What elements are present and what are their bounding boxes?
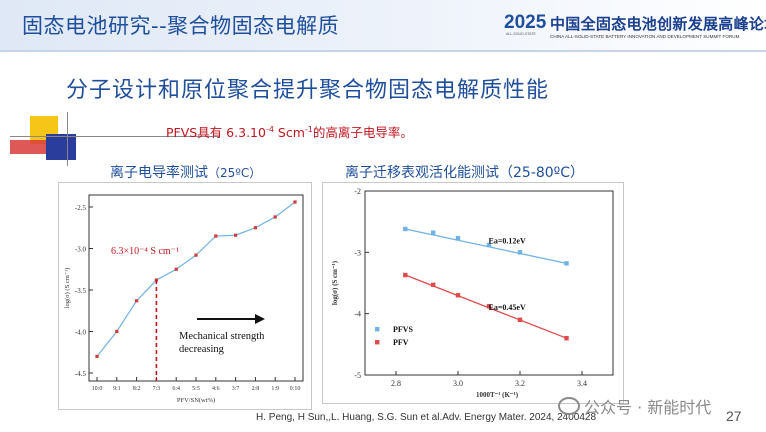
decor-line-vertical bbox=[67, 112, 68, 166]
pfvs-data-point bbox=[517, 250, 523, 255]
y-axis-label: log(σ) (S cm⁻¹) bbox=[64, 268, 71, 309]
decor-line-horizontal bbox=[10, 136, 220, 137]
data-point bbox=[95, 354, 99, 358]
x-tick-label: 3.4 bbox=[577, 379, 587, 388]
pfv-fit-line bbox=[405, 274, 567, 339]
forum-logo-name-en: CHINA ALL-SOLID-STATE BATTERY INNOVATION… bbox=[550, 34, 740, 39]
decor-red-square bbox=[10, 140, 46, 154]
legend-label-pfvs: PFVS bbox=[393, 325, 414, 334]
activation-energy-chart: -2 -3 -4 -5 2.8 3.0 3.2 3.4 1000T⁻¹ (K⁻¹) log(σ) … bbox=[331, 187, 614, 399]
watermark: 公众号 · 新能时代 bbox=[558, 394, 711, 418]
forum-logo-year-sub: ALL-SOLID-STATE bbox=[506, 32, 536, 36]
annotation-label: 6.3×10⁻⁴ S cm⁻¹ bbox=[111, 246, 179, 257]
legend-marker-pfvs bbox=[375, 327, 380, 332]
data-point bbox=[115, 329, 119, 334]
page-number: 27 bbox=[726, 408, 742, 424]
y-tick-label: -5 bbox=[354, 371, 361, 380]
y-tick-label: -2.5 bbox=[75, 204, 87, 212]
data-point bbox=[253, 226, 257, 230]
x-tick-label: 3.2 bbox=[515, 379, 525, 388]
pfv-ea-label: Ea=0.45eV bbox=[489, 303, 526, 312]
panel-left-title: 离子电导率测试（25ºC） bbox=[110, 165, 262, 181]
legend-marker-pfv bbox=[375, 340, 380, 345]
y-axis-label: log(σ) (S cm⁻¹) bbox=[331, 260, 339, 305]
pfv-data-point bbox=[403, 272, 408, 278]
y-tick-label: -4.5 bbox=[75, 370, 87, 378]
forum-logo-year: 2025 bbox=[504, 12, 547, 33]
wechat-icon bbox=[558, 397, 580, 415]
slide-header: 固态电池研究--聚合物固态电解质 2025 ALL-SOLID-STATE 中国… bbox=[0, 0, 766, 50]
pfvs-data-point bbox=[486, 242, 492, 248]
activation-energy-chart-panel: -2 -3 -4 -5 2.8 3.0 3.2 3.4 1000T⁻¹ (K⁻¹) log(σ) … bbox=[322, 182, 624, 404]
x-tick-label: 3:7 bbox=[232, 386, 240, 392]
y-tick-label: -3 bbox=[354, 248, 361, 257]
legend-label-pfv: PFV bbox=[393, 338, 409, 347]
data-point bbox=[135, 299, 139, 303]
x-tick-label: 5:5 bbox=[192, 386, 200, 392]
x-tick-label: 1:9 bbox=[271, 386, 279, 392]
data-point bbox=[194, 253, 198, 257]
panel-right-title: 离子迁移表观活化能测试（25-80ºC） bbox=[345, 165, 585, 181]
conductivity-note: PFVS具有 6.3.10-4 Scm-1的高离子电导率。 bbox=[166, 124, 413, 140]
data-point bbox=[214, 234, 218, 238]
y-tick-label: -2 bbox=[354, 187, 361, 196]
data-point bbox=[174, 267, 178, 271]
x-tick-label: 6:4 bbox=[172, 386, 180, 392]
slide-subtitle: 分子设计和原位聚合提升聚合物固态电解质性能 bbox=[66, 78, 550, 103]
decor-blue-square bbox=[46, 134, 76, 160]
pfv-data-point bbox=[564, 336, 569, 341]
reference-citation: H. Peng, H Sun,,L. Huang, S.G. Sun et al… bbox=[256, 412, 597, 423]
pfvs-ea-label: Ea=0.12eV bbox=[489, 236, 526, 245]
header-divider bbox=[0, 50, 766, 52]
arrow-head bbox=[255, 314, 265, 324]
y-tick-label: -4 bbox=[354, 310, 361, 319]
pfv-data-point bbox=[486, 304, 492, 309]
pfvs-fit-line bbox=[405, 228, 567, 265]
pfv-data-point bbox=[517, 317, 523, 322]
y-tick-label: -3.0 bbox=[75, 246, 87, 254]
data-point bbox=[293, 200, 297, 204]
x-tick-label: 0:10 bbox=[290, 386, 301, 392]
x-tick-label: 2:8 bbox=[252, 386, 260, 392]
x-tick-label: 4:6 bbox=[212, 386, 220, 392]
pfvs-data-point bbox=[564, 261, 569, 266]
header-title: 固态电池研究--聚合物固态电解质 bbox=[22, 14, 340, 38]
pfvs-data-point bbox=[431, 230, 436, 235]
data-point bbox=[234, 233, 238, 237]
arrow-label-line2: decreasing bbox=[179, 344, 225, 355]
x-axis-label: PFV/SN(wt%) bbox=[177, 397, 215, 404]
y-tick-label: -4.0 bbox=[75, 329, 87, 337]
x-tick-label: 9:1 bbox=[113, 386, 121, 392]
forum-logo-name: 中国全固态电池创新发展高峰论坛 bbox=[550, 15, 766, 33]
x-tick-label: 7:3 bbox=[153, 386, 161, 392]
x-tick-label: 10:0 bbox=[92, 386, 103, 392]
pfvs-data-point bbox=[403, 226, 408, 232]
plot-frame bbox=[364, 190, 614, 376]
x-tick-label: 3.0 bbox=[453, 379, 463, 388]
arrow-label-line1: Mechanical strength bbox=[179, 331, 265, 342]
pfv-data-point bbox=[431, 282, 436, 288]
y-tick-label: -3.5 bbox=[75, 287, 87, 295]
x-tick-label: 2.8 bbox=[391, 379, 401, 388]
x-axis-label: 1000T⁻¹ (K⁻¹) bbox=[476, 391, 519, 399]
data-point bbox=[273, 215, 277, 219]
conductivity-chart: -4.5 -4.0 -3.5 -3.0 -2.5 10:0 9:1 8:2 7:3 6:4 5:5 4… bbox=[64, 194, 304, 404]
pfv-data-point bbox=[455, 293, 461, 298]
x-tick-label: 8:2 bbox=[133, 386, 141, 392]
pfvs-data-point bbox=[455, 236, 461, 241]
conductivity-chart-panel: -4.5 -4.0 -3.5 -3.0 -2.5 10:0 9:1 8:2 7:3 6:4 5:5 4… bbox=[58, 182, 312, 410]
